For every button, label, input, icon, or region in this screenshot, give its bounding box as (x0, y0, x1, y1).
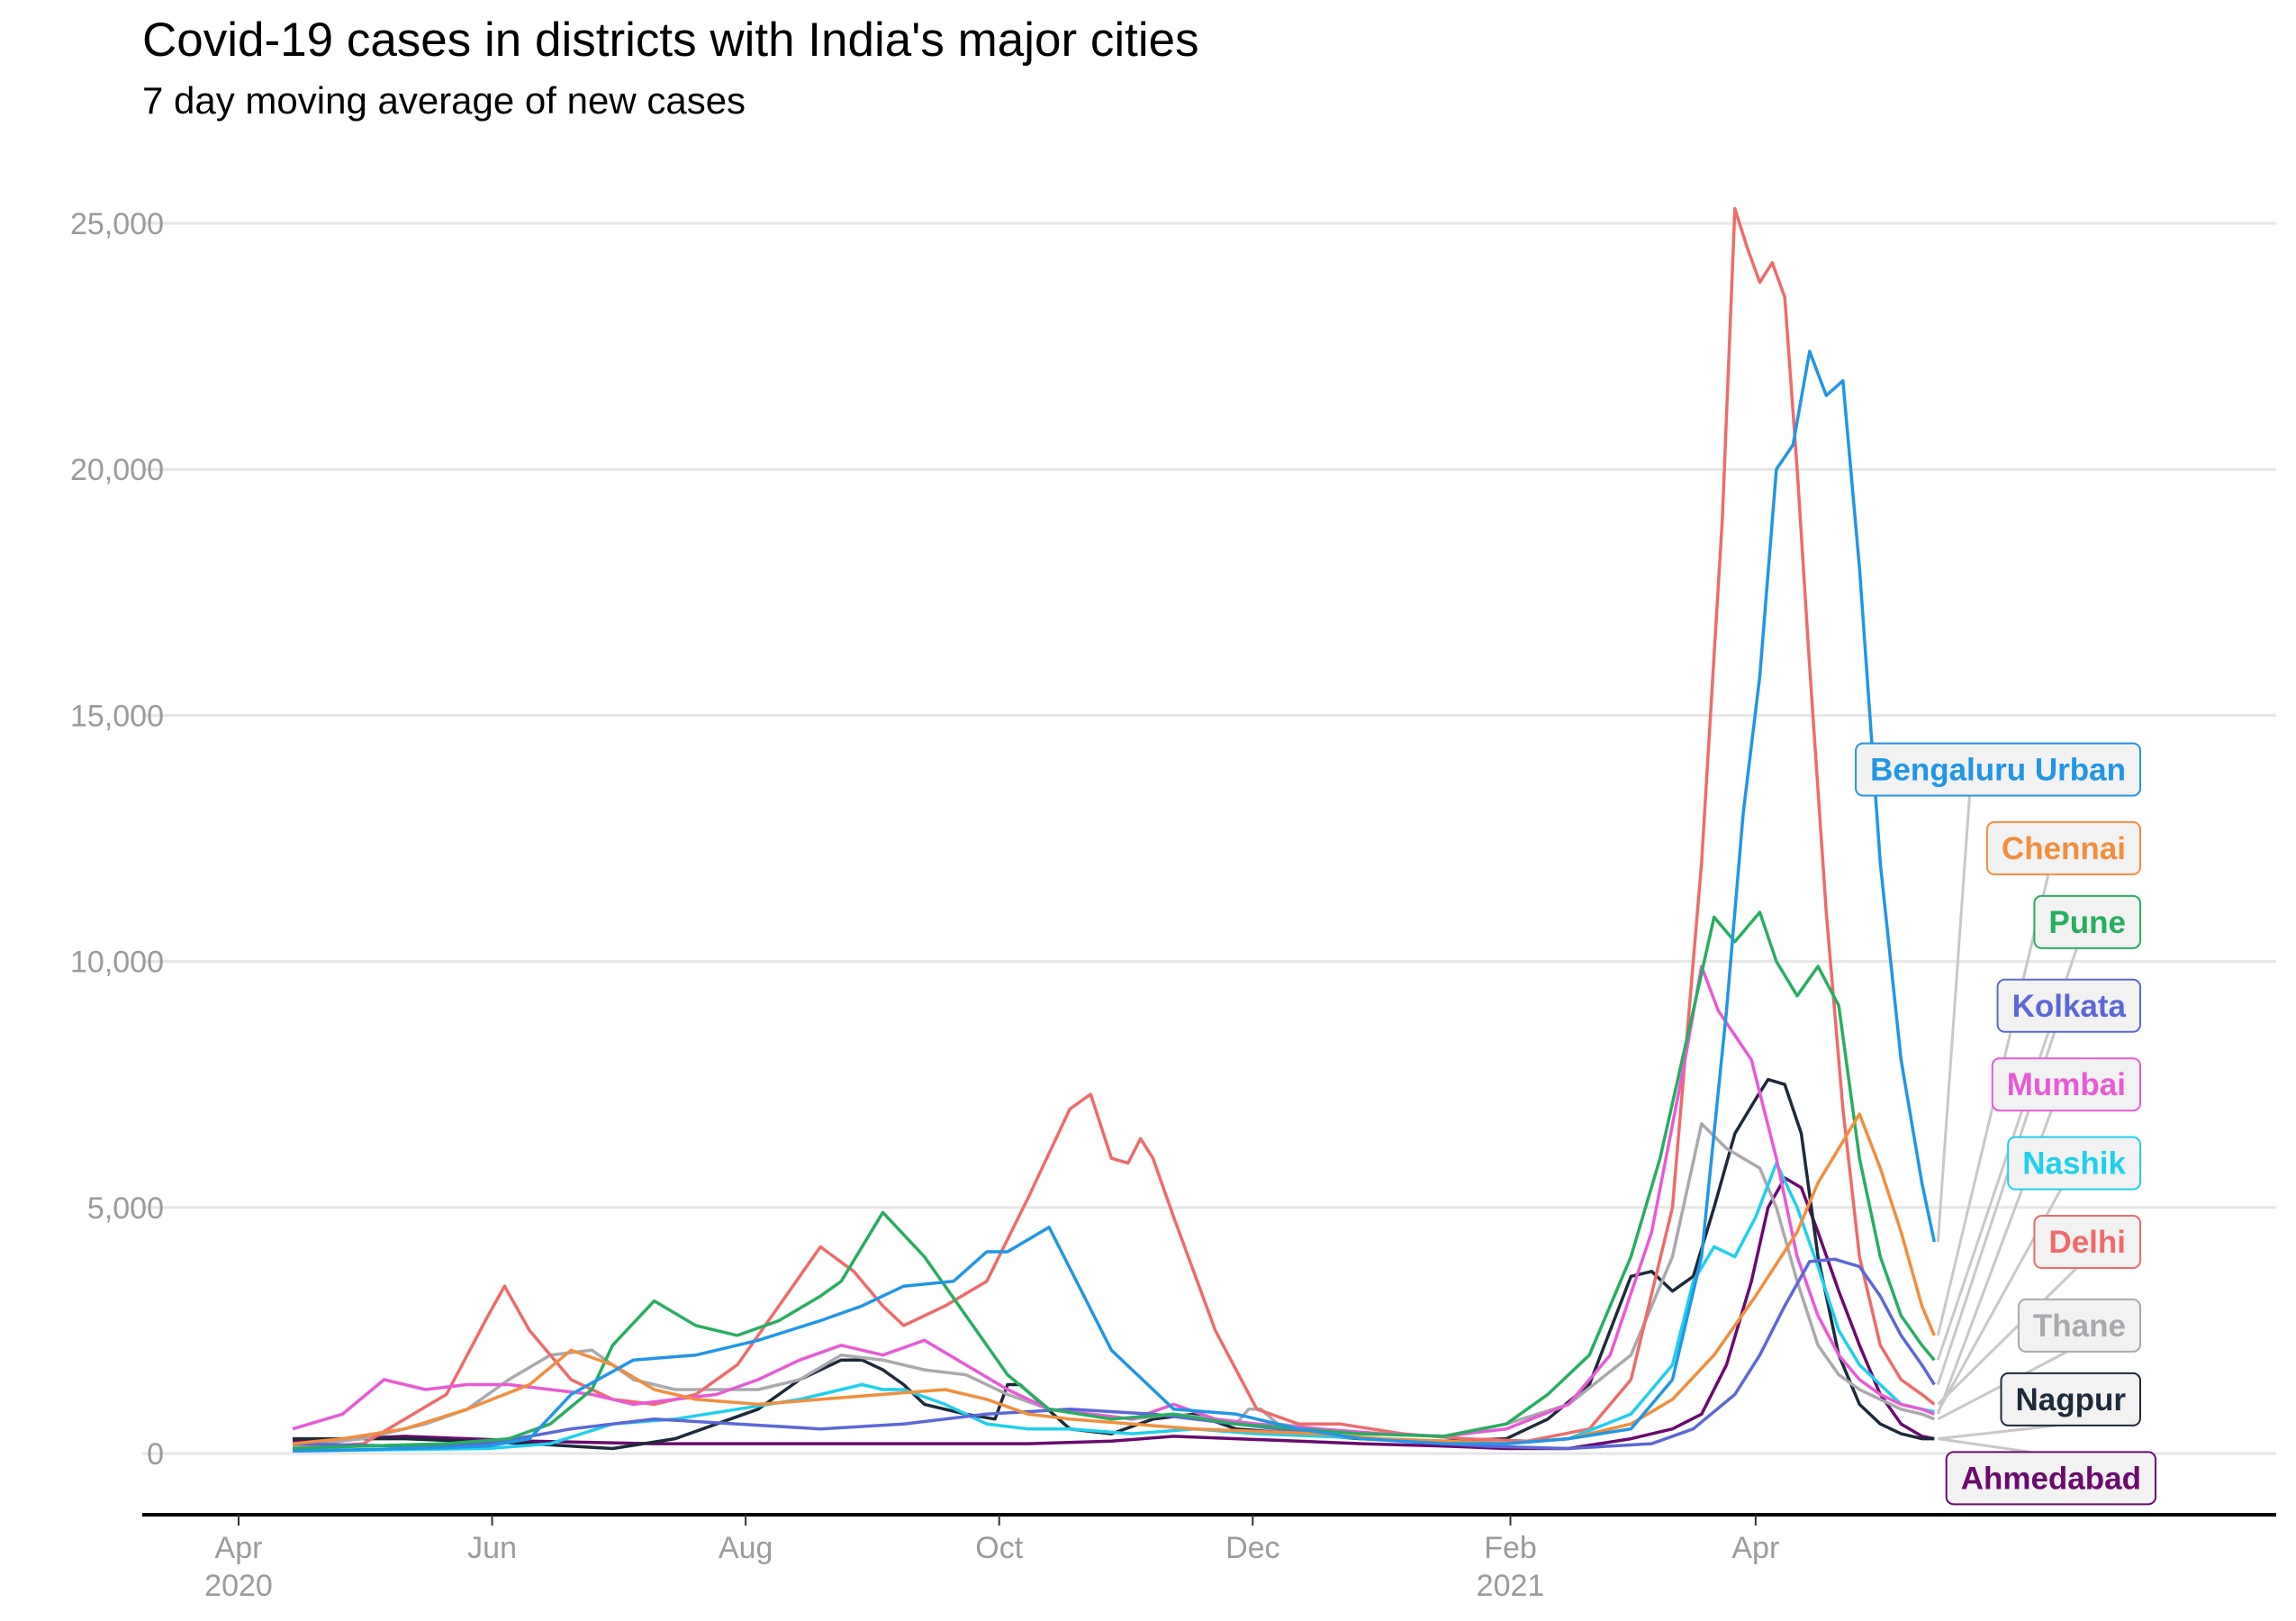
series-label-bengaluru-urban: Bengaluru Urban (1855, 742, 2141, 797)
series-label-text: Ahmedabad (1961, 1461, 2141, 1496)
leader-line-bengaluru-urban (1936, 795, 1971, 1243)
x-tick-year: 2021 (1477, 1569, 1545, 1603)
series-label-box (1945, 1451, 2156, 1506)
series-line-delhi (292, 206, 1936, 1451)
series-label-delhi: Delhi (2033, 1215, 2141, 1270)
y-tick-label: 15,000 (70, 699, 164, 733)
x-tick-year: 2020 (204, 1569, 273, 1603)
series-label-text: Delhi (2048, 1225, 2126, 1260)
leader-line-nagpur (1938, 1424, 2057, 1441)
series-label-box (2000, 1372, 2141, 1426)
series-label-ahmedabad: Ahmedabad (1945, 1451, 2156, 1506)
series-lines (292, 206, 1937, 1453)
series-label-chennai: Chennai (1985, 820, 2141, 875)
x-tick-label: Apr (215, 1531, 263, 1565)
series-label-nagpur: Nagpur (2000, 1372, 2141, 1426)
series-label-box (2017, 1298, 2141, 1353)
series-line-chennai (292, 1112, 1936, 1445)
series-label-text: Mumbai (2007, 1067, 2126, 1102)
series-label-box (1855, 742, 2141, 797)
x-tick-label: Feb (1484, 1531, 1537, 1565)
series-label-text: Nagpur (2016, 1382, 2127, 1417)
y-tick-label: 20,000 (70, 453, 164, 487)
chart-subtitle: 7 day moving average of new cases (142, 79, 746, 122)
y-tick-label: 10,000 (70, 946, 164, 980)
series-line-nagpur (293, 1077, 1935, 1451)
series-label-box (1996, 978, 2141, 1033)
y-tick-label: 0 (147, 1437, 164, 1472)
series-label-text: Kolkata (2012, 989, 2127, 1024)
series-label-text: Thane (2033, 1309, 2126, 1344)
series-label-pune: Pune (2033, 894, 2141, 949)
x-tick-label: Jun (467, 1531, 517, 1565)
series-label-nashik: Nashik (2007, 1136, 2141, 1191)
x-tick-label: Aug (719, 1531, 773, 1565)
series-line-nashik (292, 1161, 1935, 1453)
series-label-box (1991, 1057, 2141, 1112)
series-label-kolkata: Kolkata (1996, 978, 2141, 1033)
x-tick-label: Dec (1225, 1531, 1279, 1565)
leader-line-ahmedabad (1938, 1437, 2030, 1453)
x-tick-label: Apr (1731, 1531, 1779, 1565)
series-line-thane (292, 1122, 1935, 1448)
x-axis: Apr 2020 Jun Aug Oct Dec Feb 2021 Apr (142, 1513, 2276, 1603)
chart-title: Covid-19 cases in districts with India's… (142, 14, 1199, 67)
series-label-text: Bengaluru Urban (1870, 753, 2126, 788)
series-label-text: Nashik (2022, 1146, 2126, 1182)
series-label-box (1985, 820, 2141, 875)
gridlines (142, 222, 2276, 1455)
series-line-ahmedabad (292, 1176, 1935, 1451)
y-tick-label: 25,000 (70, 207, 164, 241)
series-label-box (2033, 1215, 2141, 1270)
series-label-text: Chennai (2002, 831, 2126, 866)
label-leader-lines (1936, 795, 2078, 1453)
series-label-text: Pune (2048, 905, 2126, 940)
y-tick-label: 5,000 (87, 1191, 164, 1226)
series-label-box (2007, 1136, 2141, 1191)
series-labels: Bengaluru Urban Chennai Pune Kolkata Mumbai N… (1855, 742, 2156, 1506)
series-label-thane: Thane (2017, 1298, 2141, 1353)
series-label-box (2033, 894, 2141, 949)
leader-line-delhi (1937, 1266, 2078, 1406)
series-line-mumbai (292, 964, 1935, 1438)
series-label-mumbai: Mumbai (1991, 1057, 2141, 1112)
x-tick-label: Oct (975, 1531, 1023, 1565)
y-axis-ticks: 0 5,000 10,000 15,000 20,000 25,000 (70, 207, 164, 1472)
series-line-bengaluru-urban (292, 349, 1937, 1453)
